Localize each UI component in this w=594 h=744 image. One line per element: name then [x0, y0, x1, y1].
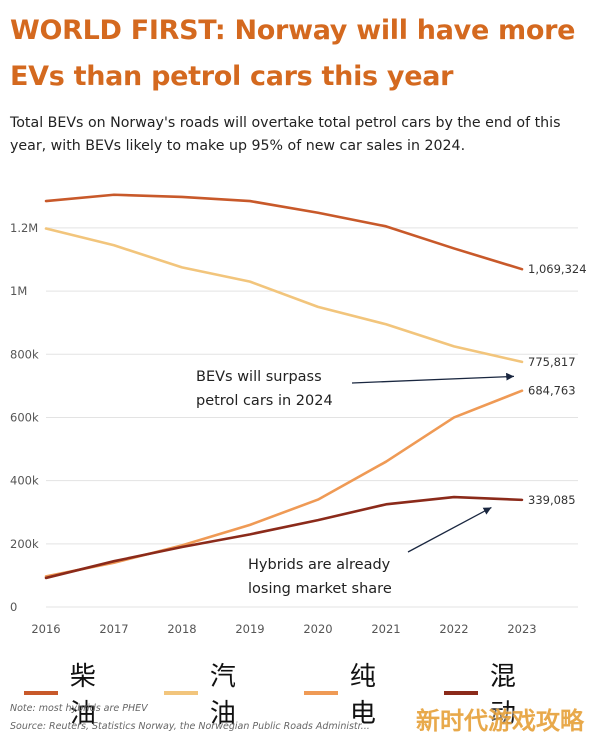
x-tick-label: 2023: [507, 622, 536, 636]
footnotes: Note: most hybrids are PHEV Source: Reut…: [10, 700, 570, 736]
note-text: Note: most hybrids are PHEV: [10, 703, 148, 714]
y-tick-label: 400k: [10, 474, 39, 488]
legend-label: 混动: [489, 662, 516, 729]
end-labels: 1,069,324 775,817 684,763 339,085: [528, 262, 587, 507]
y-tick-label: 1.2M: [10, 221, 38, 235]
y-tick-label: 800k: [10, 347, 39, 361]
series-lines: [44, 193, 524, 580]
y-tick-label: 1M: [10, 284, 27, 298]
legend-label: 汽油: [209, 662, 236, 729]
legend-swatch: [304, 691, 338, 695]
x-tick-label: 2020: [303, 622, 332, 636]
series-line: [44, 193, 524, 271]
legend-swatch: [164, 691, 198, 695]
legend-swatch: [24, 691, 58, 695]
series-line: [44, 495, 524, 580]
subtitle: Total BEVs on Norway's roads will overta…: [10, 115, 561, 154]
legend-label: 纯电: [349, 662, 376, 729]
annotation-text: losing market share: [248, 581, 392, 597]
annotation-text: Hybrids are already: [248, 557, 391, 573]
annotations: BEVs will surpass petrol cars in 2024 Hybr…: [196, 369, 515, 597]
annotation-text: petrol cars in 2024: [196, 393, 333, 409]
legend: 柴油 汽油 纯电 混动: [24, 656, 584, 730]
x-tick-label: 2018: [167, 622, 196, 636]
legend-item: 纯电: [304, 656, 394, 730]
annotation-arrow: [351, 372, 515, 384]
page-title: WORLD FIRST: Norway will have more EVs t…: [10, 15, 576, 92]
annotation-arrow: [407, 506, 492, 553]
y-tick-label: 200k: [10, 537, 39, 551]
end-value-label: 339,085: [528, 493, 576, 507]
end-value-label: 775,817: [528, 355, 576, 369]
x-tick-label: 2021: [371, 622, 400, 636]
axis-labels: 0 200k 400k 600k 800k 1M 1.2M 2016 2017 2018 2019 2…: [10, 221, 537, 636]
x-tick-label: 2022: [439, 622, 468, 636]
end-value-label: 684,763: [528, 384, 576, 398]
legend-item: 汽油: [164, 656, 254, 730]
series-line: [44, 389, 524, 578]
grid-lines: [46, 227, 578, 608]
x-tick-label: 2017: [99, 622, 128, 636]
legend-label: 柴油: [69, 662, 96, 729]
watermark-text: 新时代游戏攻略: [416, 707, 584, 735]
x-tick-label: 2016: [31, 622, 60, 636]
legend-item: 混动: [444, 656, 534, 730]
annotation-text: BEVs will surpass: [196, 369, 322, 385]
source-text: Source: Reuters, Statistics Norway, the …: [10, 721, 370, 732]
y-tick-label: 0: [10, 600, 17, 614]
line-chart: 0 200k 400k 600k 800k 1M 1.2M 2016 2017 2018 2019 2…: [10, 193, 587, 636]
y-tick-label: 600k: [10, 410, 39, 424]
legend-swatch: [444, 691, 478, 695]
x-tick-label: 2019: [235, 622, 264, 636]
legend-item: 柴油: [24, 656, 114, 730]
end-value-label: 1,069,324: [528, 262, 587, 276]
series-line: [44, 227, 524, 364]
